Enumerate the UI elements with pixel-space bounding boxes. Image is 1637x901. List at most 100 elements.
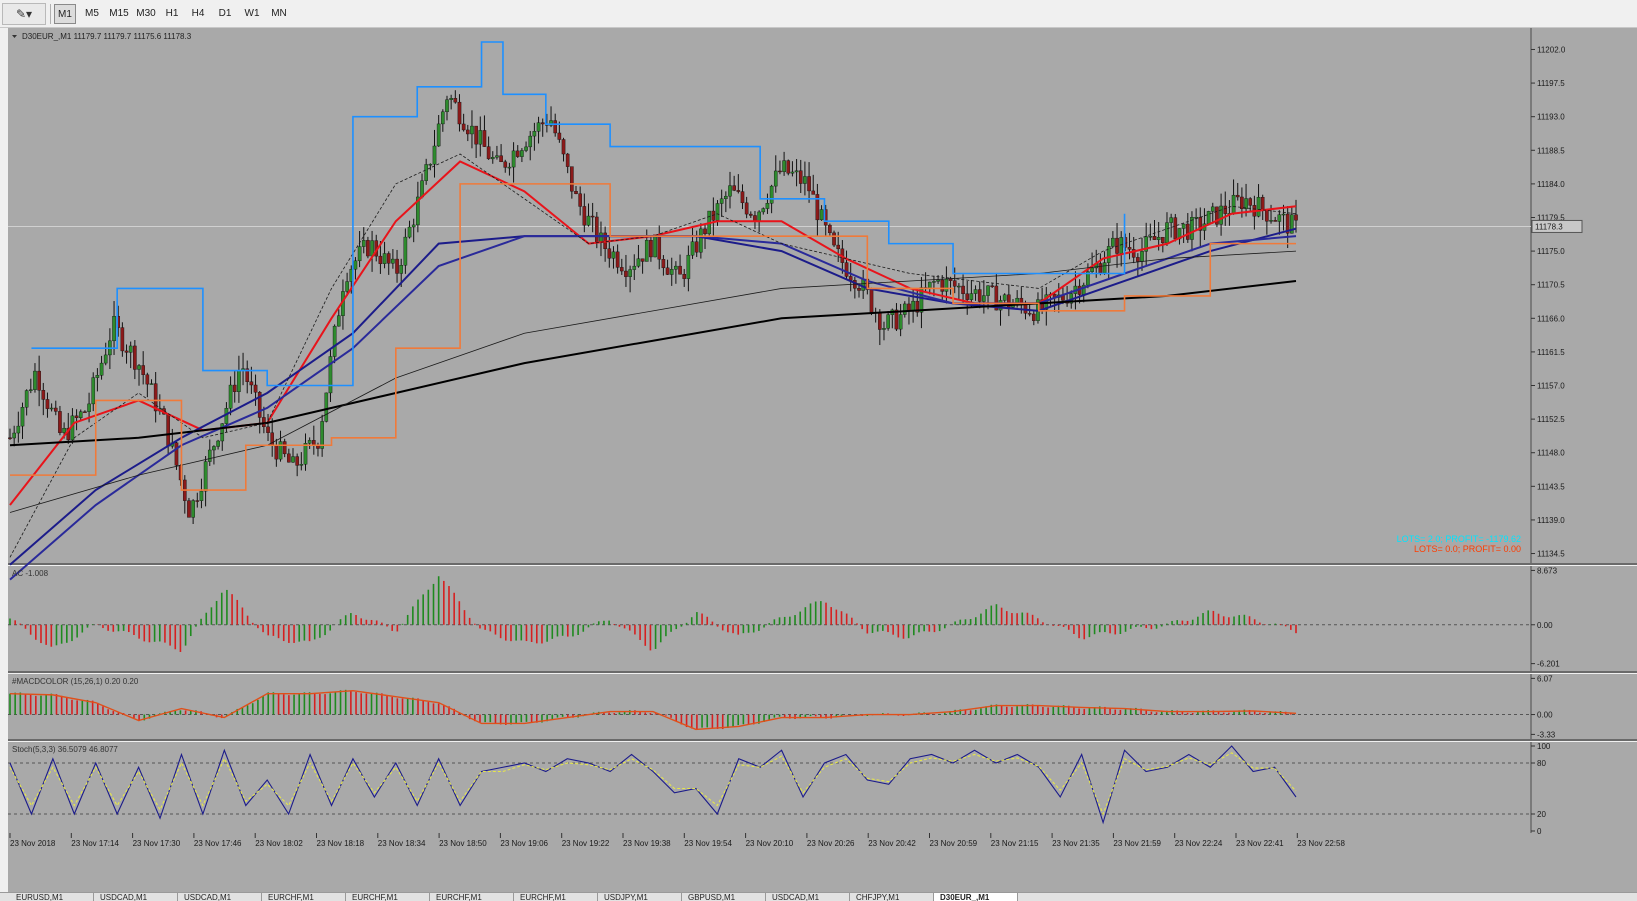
candle-body	[29, 389, 33, 391]
candle-body	[1244, 198, 1248, 210]
chart-tab[interactable]: EURUSD,M1	[10, 893, 94, 901]
candle-body	[103, 354, 108, 364]
candle-body	[507, 166, 512, 169]
candle-body	[62, 427, 66, 433]
candle-body	[320, 421, 324, 449]
chart-tab[interactable]: EURCHF,M1	[430, 893, 514, 901]
candle-body	[715, 203, 720, 221]
price-tick-label: 11157.0	[1537, 382, 1565, 391]
price-tick-label: 11170.5	[1537, 281, 1565, 290]
timeframe-button-mn[interactable]: MN	[266, 4, 292, 24]
candle-body	[216, 440, 220, 447]
candle-body	[540, 122, 545, 125]
candle-body	[328, 356, 333, 394]
candle-body	[245, 368, 250, 382]
timeframe-button-h4[interactable]: H4	[186, 4, 210, 24]
time-tick-label: 23 Nov 17:30	[133, 839, 181, 848]
candle-body	[324, 392, 329, 422]
candle-body	[561, 139, 566, 155]
candle-body	[619, 267, 624, 272]
chart-tab[interactable]: GBPUSD,M1	[682, 893, 766, 901]
candlesticks	[8, 90, 1298, 525]
candle-body	[470, 125, 474, 135]
candle-body	[599, 232, 603, 243]
time-axis-background	[8, 833, 1637, 892]
macd-tick-label: 6.07	[1537, 674, 1553, 683]
drawing-tool-button[interactable]: ✎▾	[2, 3, 46, 25]
stoch-tick-label: 100	[1537, 742, 1551, 751]
candle-body	[1248, 198, 1253, 206]
candle-body	[678, 265, 682, 275]
timeframe-button-m1[interactable]: M1	[54, 4, 76, 24]
candle-body	[624, 270, 628, 277]
chart-tab[interactable]: EURCHF,M1	[346, 893, 430, 901]
timeframe-label: D1	[218, 8, 232, 19]
chart-tab-bar: EURUSD,M1 USDCAD,M1 USDCAD,M1 EURCHF,M1 EURC…	[0, 892, 1637, 901]
pane-background	[8, 674, 1531, 739]
candle-body	[1235, 194, 1240, 198]
candle-body	[399, 265, 404, 274]
timeframe-button-m5[interactable]: M5	[80, 4, 104, 24]
candle-body	[357, 246, 362, 262]
candle-body	[203, 461, 208, 492]
candle-body	[961, 285, 965, 295]
time-tick-label: 23 Nov 21:15	[991, 839, 1039, 848]
candle-body	[640, 258, 645, 262]
chart-tab[interactable]: USDCAD,M1	[94, 893, 178, 901]
candle-body	[87, 403, 91, 412]
chart-tab[interactable]: USDCAD,M1	[766, 893, 850, 901]
candle-body	[386, 253, 391, 264]
stoch-tick-label: 20	[1537, 810, 1546, 819]
price-tick-label: 11197.5	[1537, 79, 1565, 88]
candle-body	[728, 185, 732, 197]
price-axis-background	[1531, 566, 1637, 671]
candle-body	[803, 176, 807, 184]
chart-tab[interactable]: USDJPY,M1	[598, 893, 682, 901]
candle-body	[636, 258, 641, 267]
candle-body	[278, 441, 283, 460]
candle-body	[291, 456, 295, 463]
timeframe-button-m15[interactable]: M15	[106, 4, 132, 24]
price-tick-label: 11202.0	[1537, 45, 1566, 54]
chart-tab[interactable]: EURCHF,M1	[514, 893, 598, 901]
price-tick-label: 11166.0	[1537, 314, 1565, 323]
chart-tab[interactable]: CHFJPY,M1	[850, 893, 934, 901]
candle-body	[811, 190, 816, 195]
candle-body	[287, 453, 291, 463]
timeframe-button-w1[interactable]: W1	[240, 4, 264, 24]
candle-body	[1223, 205, 1228, 214]
timeframe-button-m30[interactable]: M30	[133, 4, 159, 24]
candle-body	[1169, 217, 1173, 223]
candle-body	[915, 300, 920, 313]
timeframe-button-d1[interactable]: D1	[213, 4, 237, 24]
candle-body	[861, 278, 865, 291]
timeframe-button-h1[interactable]: H1	[160, 4, 184, 24]
candle-body	[786, 160, 791, 174]
candle-body	[1131, 249, 1136, 258]
current-price-label: 11178.3	[1535, 222, 1563, 231]
ac-title: AC -1.008	[12, 569, 49, 578]
candle-body	[1144, 236, 1148, 252]
chart-canvas[interactable]: 11202.0 11197.5 11193.0 11188.5 11184.0 11179…	[0, 28, 1637, 892]
candle-body	[228, 384, 233, 409]
candle-body	[465, 129, 470, 135]
chart-tab[interactable]: EURCHF,M1	[262, 893, 346, 901]
candle-body	[141, 365, 145, 375]
candle-body	[95, 375, 100, 378]
candle-body	[657, 234, 662, 260]
candle-body	[649, 240, 653, 258]
candle-body	[166, 413, 170, 447]
chart-tab[interactable]: D30EUR_,M1	[934, 893, 1018, 901]
profit-annotation: LOTS= 0.0; PROFIT= 0.00	[1414, 544, 1521, 554]
chart-tab[interactable]: USDCAD,M1	[178, 893, 262, 901]
candle-body	[1215, 206, 1219, 225]
candle-body	[332, 325, 337, 357]
candle-body	[378, 255, 383, 264]
candle-body	[366, 240, 370, 257]
candle-body	[436, 123, 441, 147]
candle-body	[1140, 251, 1144, 262]
candle-body	[819, 209, 824, 221]
candle-body	[869, 289, 874, 313]
candle-body	[1115, 237, 1119, 254]
candle-body	[1206, 211, 1211, 225]
